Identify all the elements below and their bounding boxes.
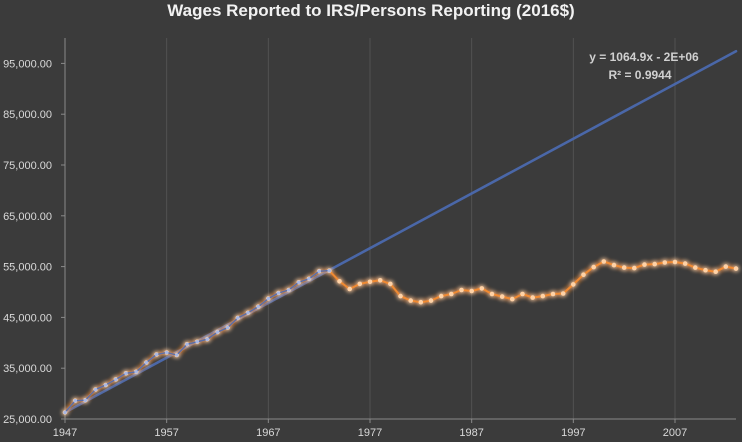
y-tick-label: 45,000.00 [3, 312, 52, 324]
data-point [327, 268, 332, 273]
data-point [246, 311, 250, 315]
data-point [540, 293, 546, 299]
data-point [175, 353, 179, 357]
data-point [682, 261, 688, 266]
x-tick-label: 2007 [663, 427, 687, 439]
data-point [103, 383, 108, 387]
data-point [124, 371, 128, 376]
data-point [73, 398, 77, 403]
y-tick-label: 85,000.00 [3, 109, 52, 121]
chart-title: Wages Reported to IRS/Persons Reporting … [167, 1, 574, 20]
x-tick-label: 1957 [154, 427, 178, 439]
y-tick-label: 25,000.00 [3, 414, 52, 426]
data-point [347, 286, 353, 292]
data-point [479, 286, 485, 291]
data-point [703, 267, 708, 273]
data-point [144, 360, 149, 365]
gridlines [64, 38, 676, 419]
data-point [581, 272, 586, 278]
data-point [520, 291, 525, 297]
data-point [388, 281, 393, 287]
data-point [733, 266, 739, 271]
y-tick-label: 55,000.00 [3, 262, 52, 274]
trendline [63, 49, 738, 414]
data-point [215, 330, 220, 334]
data-point [642, 262, 647, 267]
series-layer [62, 259, 739, 415]
data-point [276, 291, 281, 295]
series-line [64, 260, 737, 414]
data-point [134, 370, 138, 374]
data-point [286, 288, 291, 292]
data-point [256, 304, 261, 309]
data-point [489, 291, 495, 297]
data-point [611, 262, 617, 268]
linear-trendline [63, 49, 738, 414]
data-point [591, 264, 596, 270]
data-point [510, 296, 515, 302]
data-point [530, 295, 535, 300]
data-point [93, 387, 98, 392]
data-point [571, 282, 576, 287]
data-point [428, 298, 434, 303]
y-tick-label: 35,000.00 [3, 363, 52, 375]
data-point [469, 288, 475, 294]
data-point [154, 352, 159, 357]
data-point [713, 269, 718, 275]
data-point [652, 261, 657, 267]
x-tick-label: 1977 [358, 427, 382, 439]
data-point [164, 350, 169, 355]
y-axis-tick-labels: 25,000.00 35,000.00 45,000.00 55,000.00 65,0… [3, 58, 52, 426]
data-point [63, 410, 67, 415]
x-tick-label: 1987 [459, 427, 483, 439]
data-point [418, 299, 424, 305]
trendline-r-squared: R² = 0.9944 [608, 68, 671, 82]
data-point [560, 291, 566, 296]
y-tick-label: 65,000.00 [3, 211, 52, 223]
data-point [662, 260, 668, 265]
data-point [337, 279, 342, 284]
data-point [693, 265, 698, 270]
data-point [297, 280, 301, 285]
data-point [632, 265, 637, 271]
data-point [307, 277, 311, 281]
data-point [408, 298, 414, 303]
data-point [236, 316, 240, 320]
data-point [449, 291, 454, 297]
axes [61, 38, 736, 423]
x-axis-tick-labels: 1947 1957 1967 1977 1987 1997 2007 [53, 427, 687, 439]
data-point [621, 265, 627, 270]
data-point [185, 342, 189, 347]
data-point [438, 293, 444, 299]
x-tick-label: 1997 [561, 427, 585, 439]
data-point [317, 269, 322, 274]
data-point [266, 296, 271, 301]
data-point [550, 291, 556, 297]
series-2 [63, 268, 332, 415]
data-point [459, 287, 464, 293]
y-tick-label: 75,000.00 [3, 160, 52, 172]
trendline-equation: y = 1064.9x - 2E+06 [589, 50, 699, 64]
x-tick-label: 1967 [256, 427, 280, 439]
data-point [367, 279, 373, 285]
data-point [357, 281, 363, 287]
data-point [225, 325, 230, 330]
x-tick-label: 1947 [53, 427, 77, 439]
data-point [83, 398, 88, 403]
data-point [205, 337, 210, 342]
data-point [601, 259, 607, 264]
data-point [398, 293, 403, 299]
data-point [114, 377, 118, 382]
data-point [723, 264, 729, 269]
data-point [377, 278, 383, 283]
y-tick-label: 95,000.00 [3, 58, 52, 70]
data-point [499, 294, 505, 299]
series-1 [62, 259, 739, 415]
data-point [672, 259, 678, 265]
data-point [195, 340, 199, 344]
